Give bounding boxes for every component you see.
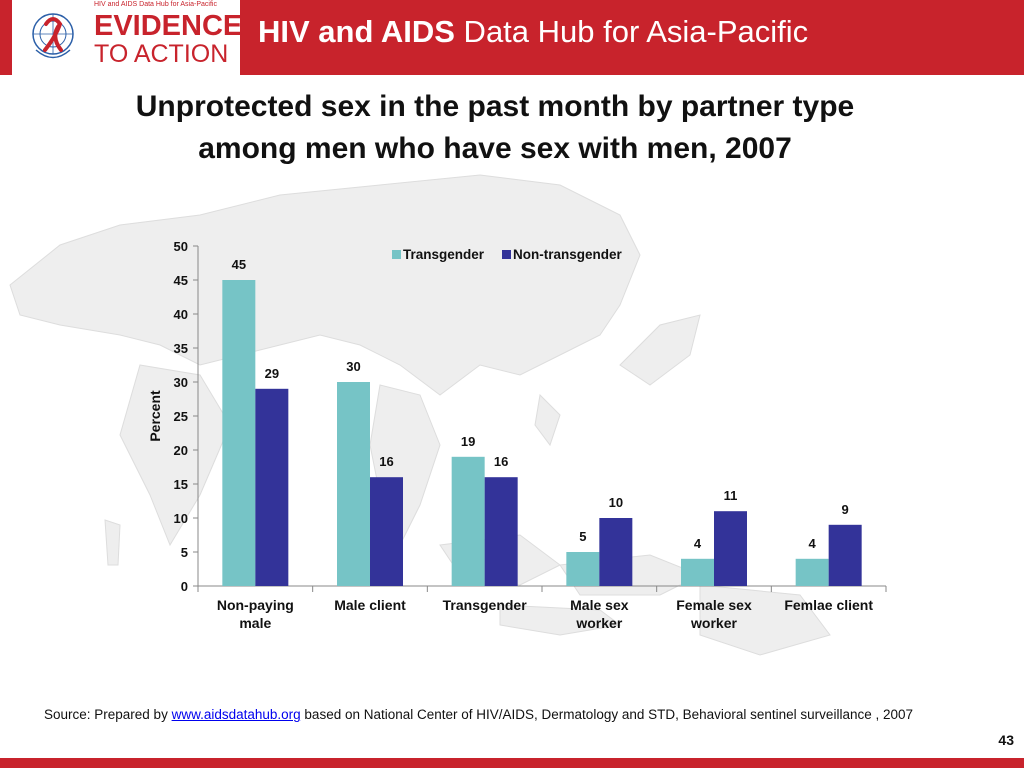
logo-to-action: TO ACTION — [94, 40, 229, 68]
data-label: 9 — [842, 502, 849, 517]
bar-non-transgender — [255, 388, 289, 586]
un-ribbon-emblem-icon — [32, 13, 74, 59]
x-category-label: worker — [575, 615, 622, 631]
y-tick-label: 0 — [181, 579, 188, 594]
y-tick-label: 20 — [174, 443, 188, 458]
y-tick-label: 5 — [181, 545, 188, 560]
footer-band — [0, 758, 1024, 768]
bar-transgender — [337, 382, 370, 586]
hub-title-rest: Data Hub for Asia-Pacific — [454, 14, 809, 49]
legend-label: Transgender — [403, 247, 485, 262]
logo-subtitle: HIV and AIDS Data Hub for Asia-Pacific — [94, 1, 217, 8]
y-tick-label: 15 — [174, 477, 188, 492]
legend-label: Non-transgender — [513, 247, 623, 262]
asia-pacific-map-background — [9, 174, 831, 656]
y-tick-label: 45 — [174, 273, 188, 288]
logo: HIV and AIDS Data Hub for Asia-Pacific E… — [12, 0, 243, 75]
x-category-label: Female sex — [676, 597, 752, 613]
source-suffix: based on National Center of HIV/AIDS, De… — [300, 707, 913, 722]
source-note: Source: Prepared by www.aidsdatahub.org … — [44, 706, 914, 724]
x-category-label: Non-paying — [217, 597, 294, 613]
y-axis-label: Percent — [147, 390, 163, 442]
hub-title-bold: HIV and AIDS — [258, 14, 455, 49]
slide-title-line2: among men who have sex with men, 2007 — [198, 132, 792, 165]
data-label: 5 — [579, 529, 586, 544]
bar-non-transgender — [599, 518, 633, 586]
page-number: 43 — [998, 732, 1014, 748]
bar-transgender — [681, 558, 714, 586]
header-band: HIV and AIDS Data Hub for Asia-Pacific E… — [0, 0, 1024, 75]
y-tick-label: 35 — [174, 341, 188, 356]
bar-transgender — [222, 280, 256, 586]
legend-swatch — [502, 250, 511, 259]
bar-non-transgender — [828, 524, 862, 586]
data-label: 10 — [609, 495, 623, 510]
data-label: 11 — [724, 488, 738, 503]
data-label: 30 — [346, 359, 360, 374]
y-tick-label: 40 — [174, 307, 188, 322]
bar-non-transgender — [484, 477, 518, 586]
x-category-label: worker — [690, 615, 737, 631]
y-tick-label: 25 — [174, 409, 188, 424]
slide-title: Unprotected sex in the past month by par… — [60, 86, 930, 170]
source-prefix: Source: Prepared by — [44, 707, 172, 722]
y-tick-label: 50 — [174, 239, 188, 254]
slide-title-line1: Unprotected sex in the past month by par… — [135, 90, 855, 123]
x-category-label: male — [239, 615, 271, 631]
data-label: 19 — [461, 434, 475, 449]
bar-non-transgender — [714, 511, 747, 586]
bar-transgender — [795, 558, 829, 586]
source-link[interactable]: www.aidsdatahub.org — [171, 707, 301, 722]
data-label: 45 — [232, 257, 246, 272]
data-label: 4 — [809, 536, 817, 551]
data-label: 29 — [265, 366, 279, 381]
bar-chart: 05101520253035404550Percent4529Non-payin… — [147, 239, 887, 631]
y-tick-label: 30 — [174, 375, 188, 390]
bar-non-transgender — [370, 477, 403, 586]
legend-swatch — [392, 250, 401, 259]
hub-title: HIV and AIDS Data Hub for Asia-Pacific — [258, 14, 808, 50]
x-category-label: Femlae client — [784, 597, 873, 613]
logo-evidence: EVIDENCE — [94, 10, 243, 42]
data-label: 16 — [379, 454, 393, 469]
bar-transgender — [451, 456, 485, 586]
x-category-label: Male client — [334, 597, 406, 613]
x-category-label: Male sex — [570, 597, 629, 613]
y-tick-label: 10 — [174, 511, 188, 526]
x-category-label: Transgender — [443, 597, 528, 613]
data-label: 16 — [494, 454, 508, 469]
bar-transgender — [566, 552, 600, 586]
data-label: 4 — [694, 536, 702, 551]
